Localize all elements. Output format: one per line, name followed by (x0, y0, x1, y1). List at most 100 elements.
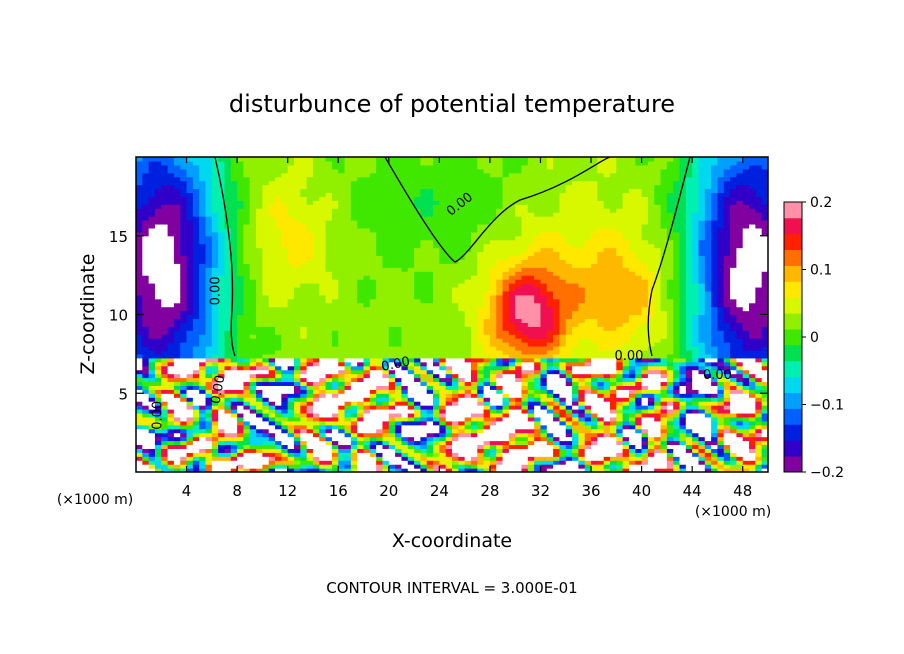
heat-cell (420, 302, 428, 308)
heat-cell (433, 223, 440, 229)
heat-cell (331, 338, 339, 343)
heat-cell (521, 322, 529, 327)
heat-cell (445, 243, 453, 249)
heat-cell (407, 326, 415, 331)
heat-cell (161, 247, 169, 253)
heat-cell (344, 259, 352, 264)
heat-cell (407, 373, 415, 379)
heat-cell (388, 286, 396, 292)
heat-cell (243, 456, 251, 461)
heat-cell (407, 235, 415, 241)
heat-cell (199, 227, 207, 233)
heat-cell (489, 168, 497, 174)
heat-cell (319, 369, 327, 375)
heat-cell (173, 432, 181, 438)
heat-cell (256, 306, 263, 312)
heat-cell (161, 385, 169, 390)
heat-cell (300, 397, 308, 402)
heat-cell (205, 247, 213, 253)
heat-cell (275, 346, 282, 351)
heat-cell (306, 208, 314, 213)
heat-cell (515, 342, 523, 347)
heat-cell (426, 365, 434, 371)
heat-cell (470, 160, 478, 166)
heat-cell (325, 247, 333, 253)
heat-cell (363, 310, 371, 316)
heat-cell (142, 283, 150, 288)
heat-cell (224, 259, 232, 264)
heat-cell (452, 216, 459, 221)
heat-cell (382, 428, 390, 434)
heat-cell (186, 172, 194, 178)
heat-cell (363, 412, 371, 418)
heat-cell (136, 456, 143, 461)
heat-cell (186, 334, 194, 339)
heat-cell (249, 353, 257, 359)
heat-cell (515, 326, 523, 331)
heat-cell (338, 385, 346, 390)
heat-cell (458, 349, 466, 355)
heat-cell (331, 314, 339, 320)
heat-cell (312, 220, 320, 225)
heat-cell (218, 227, 226, 233)
heat-cell (452, 286, 459, 292)
heat-cell (218, 357, 226, 363)
heat-cell (173, 223, 181, 229)
heat-cell (395, 428, 403, 434)
heat-cell (224, 409, 232, 414)
heat-cell (256, 298, 263, 304)
heat-cell (275, 160, 282, 166)
heat-cell (256, 412, 263, 418)
heat-cell (515, 444, 523, 449)
heat-cell (357, 448, 365, 453)
heat-cell (154, 389, 162, 394)
heat-cell (420, 334, 428, 339)
heat-cell (357, 428, 365, 434)
heat-cell (161, 251, 169, 257)
heat-cell (376, 290, 384, 296)
heat-cell (142, 168, 150, 174)
heat-cell (331, 283, 339, 288)
heat-cell (211, 188, 219, 194)
heat-cell (407, 184, 415, 190)
heat-cell (281, 349, 289, 355)
heat-cell (180, 385, 188, 390)
heat-cell (325, 168, 333, 174)
heat-cell (249, 283, 257, 288)
heat-cell (230, 168, 238, 174)
heat-cell (243, 180, 251, 186)
heat-cell (205, 279, 213, 284)
heat-cell (502, 385, 510, 390)
heat-cell (483, 275, 491, 280)
heat-cell (344, 306, 352, 312)
heat-cell (483, 346, 491, 351)
heat-cell (382, 334, 390, 339)
heat-cell (401, 208, 409, 213)
heat-cell (344, 271, 352, 276)
heat-cell (414, 290, 421, 296)
heat-cell (407, 200, 415, 205)
heat-cell (237, 381, 245, 386)
heat-cell (256, 365, 263, 371)
heat-cell (287, 365, 295, 371)
heat-cell (483, 259, 491, 264)
heat-cell (521, 468, 529, 472)
heat-cell (312, 405, 320, 410)
heat-cell (445, 373, 453, 379)
heat-cell (357, 381, 365, 386)
heat-cell (312, 468, 320, 472)
heat-cell (338, 416, 346, 422)
heat-cell (256, 286, 263, 292)
heat-cell (395, 357, 403, 363)
heat-cell (369, 212, 377, 217)
heat-cell (452, 196, 459, 201)
heat-cell (142, 464, 150, 469)
heat-cell (312, 440, 320, 446)
heat-cell (224, 322, 232, 327)
heat-cell (407, 255, 415, 260)
heat-cell (401, 440, 409, 446)
heat-cell (256, 326, 263, 331)
heat-cell (148, 440, 156, 446)
heat-cell (515, 160, 523, 166)
heat-cell (262, 428, 270, 434)
